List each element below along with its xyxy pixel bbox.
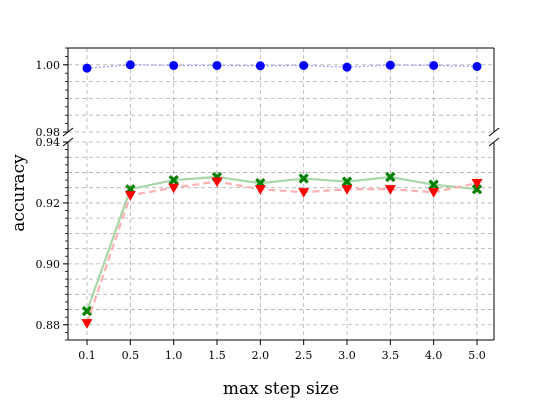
x-tick-label: 1.5 [208, 349, 226, 362]
x-tick-label: 3.5 [382, 349, 400, 362]
x-tick-label: 2.0 [252, 349, 270, 362]
top-y-tick-label: 1.00 [36, 59, 61, 72]
x-tick-label: 1.0 [165, 349, 183, 362]
series-0-point [125, 60, 135, 70]
series-1-point [385, 171, 396, 183]
x-tick-label: 0.1 [78, 349, 96, 362]
series-0-point [169, 60, 179, 70]
series-2-point [471, 178, 483, 189]
series-0-point [212, 60, 222, 70]
x-tick-label: 5.0 [468, 349, 486, 362]
x-tick-label: 4.0 [425, 349, 443, 362]
series-2-point [211, 177, 223, 188]
series-0-point [429, 60, 439, 70]
frame-layer [62, 47, 500, 341]
series-0-point [342, 62, 352, 72]
tick-layer: 0.98 1.00 0.88 0.90 0.92 0.94 0.1 0.5 1.0 1.5 2.0 2… [36, 47, 486, 362]
bottom-y-tick-label: 0.88 [36, 319, 61, 332]
series-0-line [86, 64, 478, 69]
series-2-point [81, 319, 93, 329]
bottom-y-tick-label: 0.94 [36, 136, 61, 149]
series-layer [81, 60, 483, 329]
bottom-y-tick-label: 0.90 [36, 258, 61, 271]
series-1-line [85, 175, 478, 312]
bottom-y-tick-label: 0.92 [36, 197, 61, 210]
series-2-line [85, 180, 478, 324]
series-2-point [254, 185, 266, 195]
series-0-point [385, 60, 395, 70]
series-1-point [471, 184, 483, 195]
series-2-point [124, 191, 136, 201]
x-tick-label: 3.0 [338, 349, 356, 362]
series-1-point [298, 173, 309, 184]
series-1-point [341, 176, 353, 187]
top-y-tick-label: 0.98 [36, 126, 61, 139]
axis-break-mark [488, 137, 500, 147]
series-0-point [255, 61, 265, 71]
y-axis-label: accuracy [9, 154, 29, 232]
series-0-point [82, 63, 92, 73]
axis-break-mark [488, 127, 500, 137]
series-1-point [168, 174, 179, 186]
x-tick-label: 0.5 [122, 349, 140, 362]
series-2-point [384, 185, 396, 195]
x-tick-label: 2.5 [295, 349, 313, 362]
series-2-point [428, 188, 440, 198]
series-1-point [81, 305, 93, 317]
series-0-point [472, 61, 482, 71]
series-1-point [428, 179, 439, 190]
series-2-point [168, 183, 180, 194]
series-2-point [298, 188, 310, 198]
series-0-point [299, 60, 309, 70]
x-axis-label: max step size [223, 379, 339, 399]
series-2-point [341, 185, 353, 195]
